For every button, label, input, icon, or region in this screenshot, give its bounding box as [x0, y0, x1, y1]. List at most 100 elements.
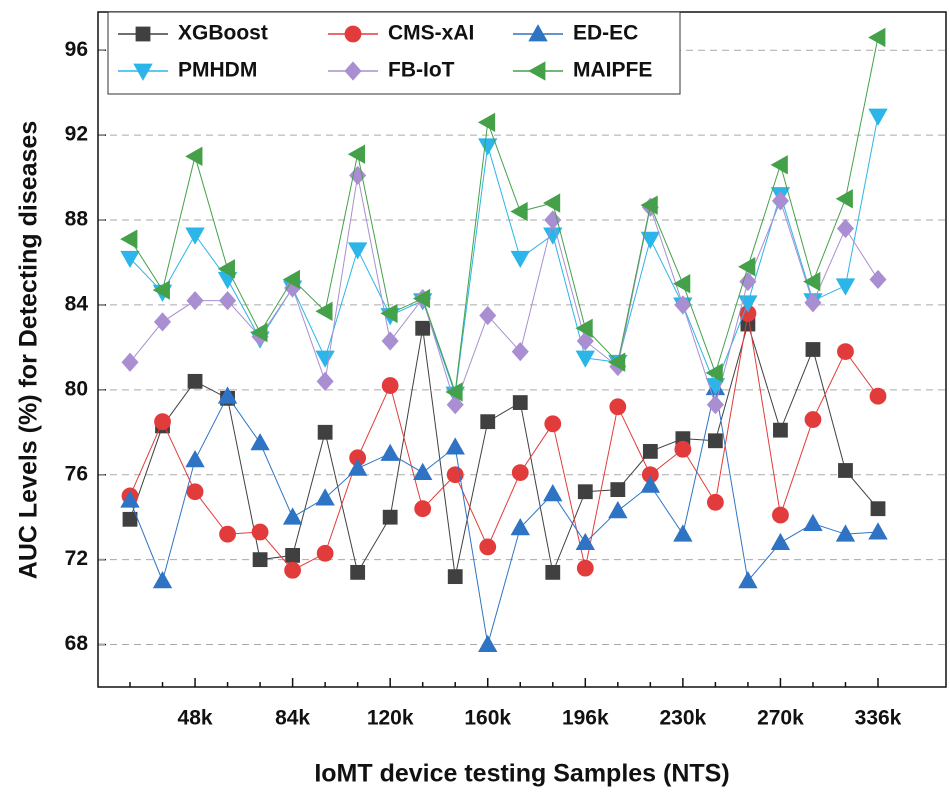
marker: [217, 259, 235, 279]
marker: [528, 24, 548, 42]
marker: [185, 450, 205, 468]
marker: [803, 513, 823, 531]
marker: [381, 331, 399, 351]
marker: [447, 569, 463, 585]
marker: [219, 291, 237, 311]
marker: [608, 352, 626, 372]
marker: [512, 395, 528, 410]
marker: [674, 440, 692, 458]
marker: [250, 433, 270, 451]
marker: [185, 146, 203, 167]
marker: [707, 433, 723, 449]
marker: [317, 424, 333, 440]
marker: [869, 387, 887, 405]
marker: [738, 257, 756, 277]
marker: [285, 547, 301, 563]
marker: [770, 532, 791, 551]
marker: [135, 26, 151, 42]
legend-box: [107, 11, 681, 95]
marker: [120, 229, 138, 249]
legend-text: ED-EC: [573, 22, 638, 45]
marker: [640, 195, 658, 215]
marker: [315, 301, 333, 321]
marker: [544, 210, 562, 230]
marker: [837, 343, 854, 361]
marker: [868, 27, 886, 48]
marker: [479, 305, 497, 326]
marker: [674, 295, 692, 315]
marker: [835, 524, 856, 542]
y-tick-label: 68: [65, 632, 89, 655]
x-tick-label: 196k: [562, 707, 609, 730]
marker: [382, 509, 398, 525]
marker: [640, 475, 661, 493]
marker: [868, 522, 888, 540]
y-tick-label: 72: [65, 547, 88, 570]
marker: [347, 242, 368, 260]
marker: [803, 271, 821, 292]
marker: [575, 318, 593, 338]
marker: [445, 437, 465, 455]
marker: [219, 525, 236, 543]
marker: [350, 564, 366, 580]
marker: [347, 458, 368, 476]
legend-text: MAIPFE: [573, 59, 652, 82]
marker: [122, 511, 138, 527]
marker: [250, 322, 268, 343]
legend-text: CMS-xAI: [388, 22, 474, 45]
marker: [344, 25, 362, 43]
y-tick-label: 92: [65, 123, 88, 146]
marker: [478, 634, 498, 652]
marker: [836, 218, 855, 239]
series-line: [129, 322, 879, 577]
marker: [380, 303, 398, 324]
x-tick-label: 336k: [855, 707, 902, 730]
marker: [187, 373, 203, 389]
marker: [838, 463, 853, 478]
x-tick-label: 230k: [660, 707, 707, 730]
marker: [480, 414, 496, 430]
y-tick-label: 76: [65, 462, 88, 485]
marker: [478, 138, 498, 156]
marker: [804, 411, 822, 428]
marker: [344, 61, 362, 81]
marker: [445, 382, 463, 402]
marker: [577, 484, 593, 500]
marker: [870, 501, 886, 517]
marker: [185, 227, 205, 245]
y-axis-title: AUC Levels (%) for Detecting diseases: [15, 121, 43, 579]
marker: [773, 422, 788, 438]
marker: [282, 507, 303, 525]
marker: [154, 413, 171, 431]
marker: [576, 559, 594, 577]
y-tick-label: 84: [65, 292, 89, 315]
marker: [510, 250, 530, 269]
marker: [706, 493, 724, 511]
marker: [380, 443, 400, 461]
marker: [804, 293, 822, 313]
x-tick-label: 84k: [275, 707, 310, 730]
legend-text: PMHDM: [178, 59, 257, 82]
marker: [414, 500, 432, 518]
marker: [284, 561, 302, 579]
x-tick-label: 120k: [367, 707, 414, 730]
marker: [543, 227, 563, 245]
marker: [217, 386, 238, 404]
marker: [120, 250, 140, 269]
marker: [152, 571, 173, 589]
x-tick-label: 270k: [757, 707, 804, 730]
marker: [805, 342, 821, 357]
marker: [868, 108, 888, 126]
marker: [673, 524, 693, 542]
marker: [772, 506, 789, 524]
series-line: [129, 387, 879, 645]
y-tick-label: 88: [65, 208, 89, 231]
y-tick-label: 80: [65, 377, 88, 400]
marker: [121, 352, 139, 372]
marker: [152, 280, 170, 300]
marker: [315, 488, 335, 506]
marker: [609, 398, 627, 416]
x-tick-label: 160k: [464, 707, 511, 730]
marker: [153, 312, 172, 332]
